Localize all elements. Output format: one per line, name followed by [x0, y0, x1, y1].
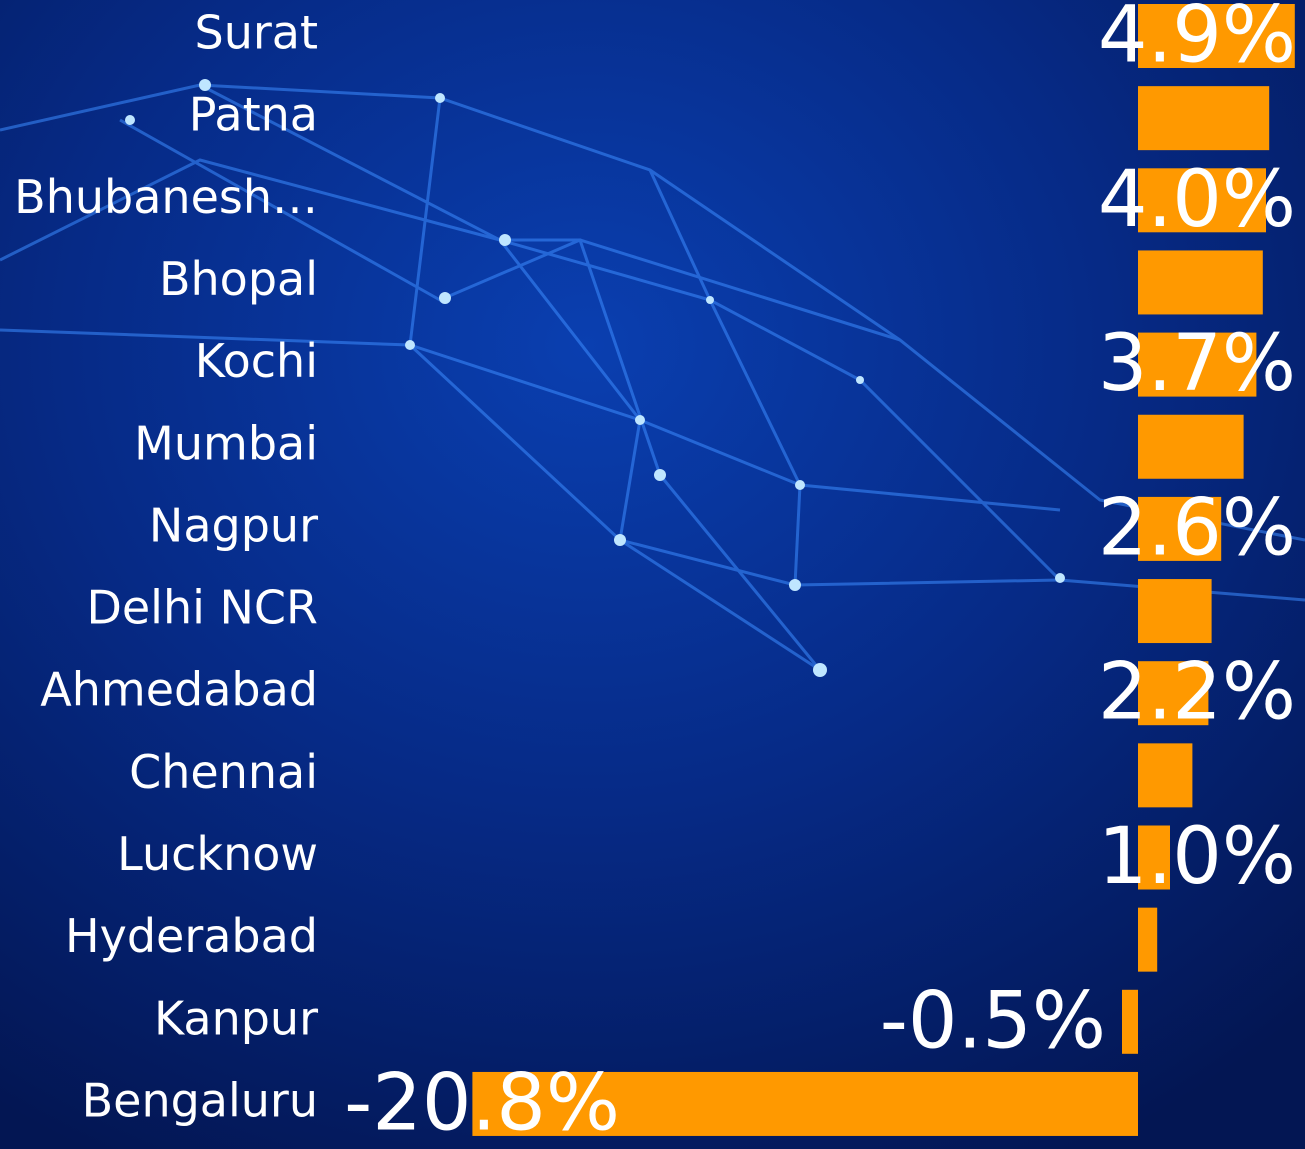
- chart: Surat 4.9% Patna Bhubanesh… 4.0% Bhopal Kochi 3…: [0, 0, 1305, 1149]
- category-label: Bengaluru: [82, 1073, 318, 1127]
- category-label: Chennai: [129, 745, 318, 799]
- bar: [1138, 743, 1192, 807]
- page: Surat 4.9% Patna Bhubanesh… 4.0% Bhopal Kochi 3…: [0, 0, 1305, 1149]
- bar: [1138, 86, 1269, 150]
- value-label: -20.8%: [344, 1058, 620, 1148]
- value-label: -0.5%: [880, 976, 1106, 1066]
- bar: [1138, 250, 1263, 314]
- category-label: Patna: [189, 88, 318, 142]
- category-label: Kochi: [195, 334, 318, 388]
- category-label: Mumbai: [134, 416, 318, 470]
- bar: [1138, 415, 1244, 479]
- value-label: 3.7%: [1098, 319, 1296, 409]
- bar: [1138, 579, 1212, 643]
- category-label: Ahmedabad: [40, 663, 318, 717]
- category-label: Surat: [195, 6, 319, 60]
- category-label: Delhi NCR: [86, 581, 318, 635]
- category-label: Hyderabad: [65, 909, 318, 963]
- value-label: 2.2%: [1098, 648, 1296, 738]
- category-label: Nagpur: [149, 498, 318, 552]
- value-label: 2.6%: [1098, 483, 1296, 573]
- category-label: Bhubanesh…: [14, 170, 318, 224]
- value-label: 4.0%: [1098, 155, 1296, 245]
- value-label: 4.9%: [1098, 0, 1296, 80]
- category-label: Kanpur: [154, 991, 318, 1045]
- category-label: Lucknow: [117, 827, 318, 881]
- bar: [1122, 990, 1138, 1054]
- category-label: Bhopal: [159, 252, 318, 306]
- bar: [1138, 908, 1157, 972]
- value-label: 1.0%: [1098, 812, 1296, 902]
